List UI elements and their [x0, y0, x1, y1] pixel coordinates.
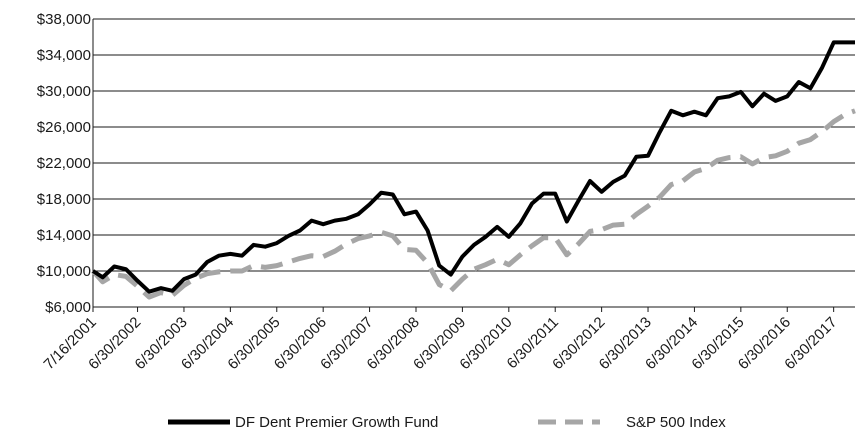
series-lines [91, 40, 856, 300]
y-tick-label-5: $26,000 [37, 119, 91, 136]
series-line-sp500 [91, 108, 856, 300]
legend-label-sp500: S&P 500 Index [626, 414, 726, 431]
y-tick-label-7: $34,000 [37, 47, 91, 64]
legend-label-fund: DF Dent Premier Growth Fund [235, 414, 438, 431]
legend: DF Dent Premier Growth Fund S&P 500 Inde… [168, 414, 726, 431]
x-axis: 7/16/20016/30/20026/30/20036/30/20046/30… [41, 306, 855, 373]
y-tick-label-2: $14,000 [37, 227, 91, 244]
y-tick-label-8: $38,000 [37, 11, 91, 28]
series-line-fund [91, 40, 855, 294]
y-axis: $6,000 $10,000 $14,000 $18,000 $22,000 $26,00… [37, 11, 94, 316]
y-tick-label-3: $18,000 [37, 191, 91, 208]
y-tick-label-6: $30,000 [37, 83, 91, 100]
y-tick-label-4: $22,000 [37, 155, 91, 172]
y-tick-label-1: $10,000 [37, 263, 91, 280]
y-tick-label-0: $6,000 [45, 299, 91, 316]
